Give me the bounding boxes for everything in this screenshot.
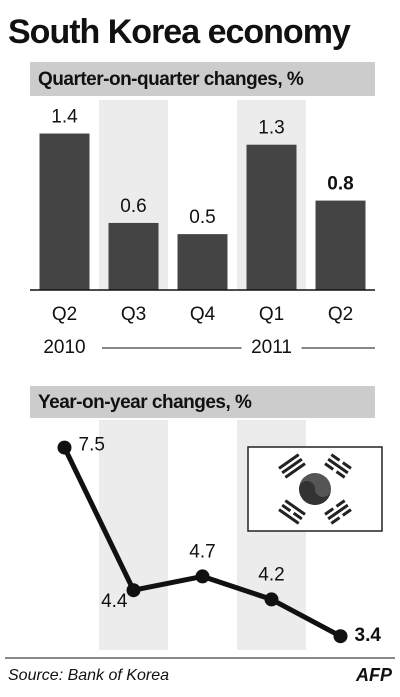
chart-title: Quarter-on-quarter changes, % [38,69,304,90]
x-tick-label: Q2 [328,304,353,325]
bar [108,222,159,290]
value-label: 1.3 [258,118,284,139]
point [264,592,279,607]
point [126,583,141,598]
x-tick-label: Q2 [52,304,77,325]
header-bar [30,62,375,96]
title: South Korea economy [8,13,351,51]
value-label: 0.5 [189,207,215,228]
year-label: 2010 [43,337,85,358]
source: Source: Bank of Korea [8,667,169,684]
x-tick-label: Q3 [121,304,146,325]
logo: AFP [355,665,393,685]
value-label: 4.7 [189,541,215,562]
bar [246,144,297,290]
value-label: 4.2 [258,564,284,585]
stripe [99,420,168,650]
value-label: 3.4 [355,625,382,646]
point [333,629,348,644]
year-label: 2011 [251,337,292,358]
x-tick-label: Q4 [190,304,216,325]
chart-title: Year-on-year changes, % [38,392,252,413]
x-tick-label: Q1 [259,304,284,325]
value-label: 7.5 [79,435,105,456]
value-label: 4.4 [101,591,128,612]
value-label: 0.6 [120,196,146,217]
point [57,440,72,455]
flag [247,446,383,532]
value-label: 0.8 [327,174,353,195]
bar [39,133,90,290]
bar [315,200,366,290]
point [195,569,210,584]
value-label: 1.4 [51,107,78,128]
header-bar [30,386,375,418]
bar [177,234,228,290]
